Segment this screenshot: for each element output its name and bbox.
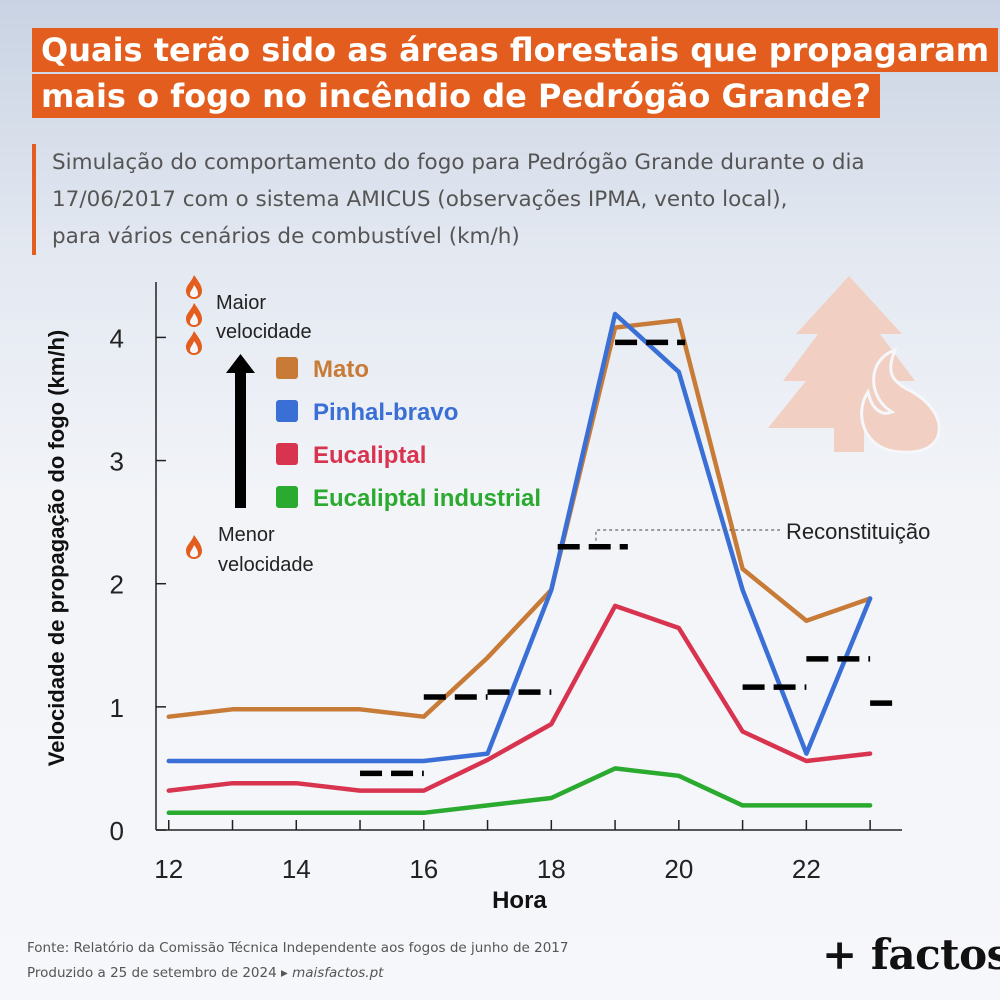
produced-date: Produzido a 25 de setembro de 2024 ▸ <box>27 965 288 981</box>
x-tick-label: 12 <box>154 854 183 884</box>
series-line-3 <box>166 603 873 793</box>
subtitle-line-3: para vários cenários de combustível (km/… <box>52 224 520 249</box>
source-note: Fonte: Relatório da Comissão Técnica Ind… <box>27 940 569 956</box>
site-link[interactable]: maisfactos.pt <box>292 965 384 981</box>
footer: Fonte: Relatório da Comissão Técnica Ind… <box>27 936 568 986</box>
up-arrow-icon <box>226 354 255 508</box>
reconstruction-leader <box>595 529 780 541</box>
series-line-1 <box>166 317 873 719</box>
tree-fire-icon <box>768 276 941 454</box>
flame-icon <box>186 331 202 355</box>
flame-icon <box>186 275 202 299</box>
legend-swatch <box>276 486 298 508</box>
legend: Mato Pinhal-bravo Eucaliptal Eucaliptal ind… <box>276 356 541 512</box>
speed-low-label-2: velocidade <box>218 554 314 576</box>
subtitle-line-2: 17/06/2017 com o sistema AMICUS (observa… <box>52 187 788 212</box>
y-tick-label: 4 <box>110 323 124 353</box>
brand-logo: + factos <box>822 930 1000 979</box>
x-tick-label: 16 <box>409 854 438 884</box>
y-tick-label: 3 <box>110 447 124 477</box>
x-axis-label: Hora <box>492 887 547 914</box>
y-tick-label: 0 <box>110 816 124 846</box>
flame-icon <box>186 535 202 559</box>
y-tick-label: 2 <box>110 570 124 600</box>
y-axis-label: Velocidade de propagação do fogo (km/h) <box>44 330 69 766</box>
subtitle-line-1: Simulação do comportamento do fogo para … <box>52 150 865 175</box>
speed-scale: Maior velocidade Menor velocidade <box>186 275 314 576</box>
series-line-2 <box>166 311 873 764</box>
legend-swatch <box>276 400 298 422</box>
legend-label: Pinhal-bravo <box>313 399 458 426</box>
legend-label: Mato <box>313 356 369 383</box>
title-line-2: mais o fogo no incêndio de Pedrógão Gran… <box>32 74 881 118</box>
x-tick-label: 14 <box>282 854 311 884</box>
subtitle: Simulação do comportamento do fogo para … <box>32 144 982 255</box>
reconstruction-label: Reconstituição <box>786 519 930 544</box>
speed-low-label-1: Menor <box>218 524 275 546</box>
legend-swatch <box>276 357 298 379</box>
flame-icon <box>186 303 202 327</box>
legend-label: Eucaliptal industrial <box>313 485 541 512</box>
speed-high-label-2: velocidade <box>216 321 312 343</box>
speed-high-label-1: Maior <box>216 292 266 314</box>
x-tick-label: 22 <box>792 854 821 884</box>
x-tick-label: 18 <box>537 854 566 884</box>
y-tick-label: 1 <box>110 693 124 723</box>
legend-swatch <box>276 443 298 465</box>
title: Quais terão sido as áreas florestais que… <box>32 28 999 120</box>
produced-note: Produzido a 25 de setembro de 2024 ▸ mai… <box>27 961 568 986</box>
legend-label: Eucaliptal <box>313 442 426 469</box>
series-line-4 <box>166 766 873 816</box>
x-tick-label: 20 <box>664 854 693 884</box>
title-line-1: Quais terão sido as áreas florestais que… <box>32 28 999 72</box>
